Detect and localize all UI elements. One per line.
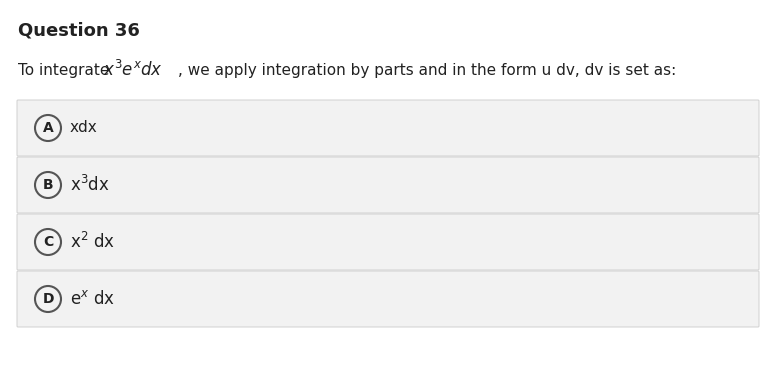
Text: $\mathregular{x}^2$ dx: $\mathregular{x}^2$ dx xyxy=(70,232,115,252)
FancyBboxPatch shape xyxy=(17,271,759,327)
Text: A: A xyxy=(43,121,54,135)
Text: C: C xyxy=(43,235,53,249)
Text: Question 36: Question 36 xyxy=(18,21,140,39)
FancyBboxPatch shape xyxy=(17,100,759,156)
Text: $\mathit{x}^3\mathit{e}^x\mathit{dx}$: $\mathit{x}^3\mathit{e}^x\mathit{dx}$ xyxy=(103,60,163,80)
Text: D: D xyxy=(42,292,54,306)
FancyBboxPatch shape xyxy=(17,214,759,270)
Text: $\mathregular{e}^x$ dx: $\mathregular{e}^x$ dx xyxy=(70,290,115,308)
Text: $\mathregular{x}^3\mathregular{dx}$: $\mathregular{x}^3\mathregular{dx}$ xyxy=(70,175,109,195)
Text: B: B xyxy=(43,178,54,192)
Text: To integrate: To integrate xyxy=(18,64,114,79)
FancyBboxPatch shape xyxy=(17,157,759,213)
Text: xdx: xdx xyxy=(70,120,98,135)
Text: , we apply integration by parts and in the form u dv, dv is set as:: , we apply integration by parts and in t… xyxy=(178,64,676,79)
